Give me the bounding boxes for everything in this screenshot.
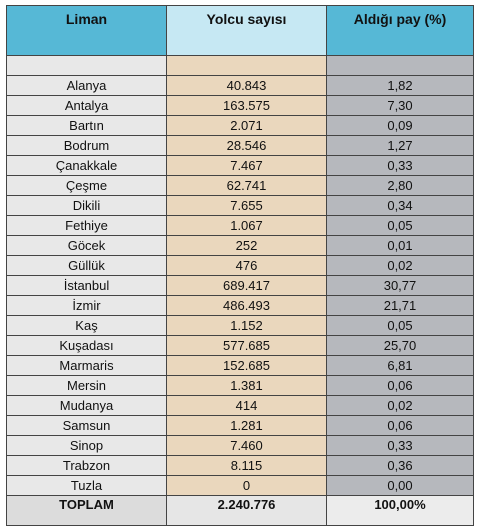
port-cell: Mudanya <box>6 395 167 416</box>
spacer-row <box>6 55 474 76</box>
port-cell: İstanbul <box>6 275 167 296</box>
port-cell: Bodrum <box>6 135 167 156</box>
share-cell: 0,09 <box>326 115 474 136</box>
table-row: Alanya 40.843 1,82 <box>6 75 474 96</box>
share-cell: 0,05 <box>326 315 474 336</box>
share-cell: 0,06 <box>326 415 474 436</box>
share-cell: 0,33 <box>326 435 474 456</box>
share-cell: 2,80 <box>326 175 474 196</box>
port-cell: Fethiye <box>6 215 167 236</box>
total-share: 100,00% <box>326 495 474 526</box>
port-cell: İzmir <box>6 295 167 316</box>
passengers-cell: 252 <box>166 235 327 256</box>
passengers-cell: 8.115 <box>166 455 327 476</box>
passengers-cell: 414 <box>166 395 327 416</box>
share-cell: 30,77 <box>326 275 474 296</box>
share-cell: 0,02 <box>326 395 474 416</box>
table-row: Güllük 476 0,02 <box>6 255 474 276</box>
passengers-cell: 577.685 <box>166 335 327 356</box>
table-row: Bodrum 28.546 1,27 <box>6 135 474 156</box>
passengers-cell: 0 <box>166 475 327 496</box>
table-row: Samsun 1.281 0,06 <box>6 415 474 436</box>
port-cell: Marmaris <box>6 355 167 376</box>
share-cell: 6,81 <box>326 355 474 376</box>
passengers-cell: 689.417 <box>166 275 327 296</box>
port-cell: Tuzla <box>6 475 167 496</box>
header-row: Liman Yolcu sayısı Aldığı pay (%) <box>6 5 474 56</box>
passengers-cell: 1.152 <box>166 315 327 336</box>
port-cell: Sinop <box>6 435 167 456</box>
table-row: Kuşadası 577.685 25,70 <box>6 335 474 356</box>
passengers-cell: 486.493 <box>166 295 327 316</box>
share-cell: 25,70 <box>326 335 474 356</box>
share-cell: 0,34 <box>326 195 474 216</box>
table-row: İstanbul 689.417 30,77 <box>6 275 474 296</box>
total-passengers: 2.240.776 <box>166 495 327 526</box>
table-row: Antalya 163.575 7,30 <box>6 95 474 116</box>
passengers-cell: 62.741 <box>166 175 327 196</box>
port-cell: Çanakkale <box>6 155 167 176</box>
port-cell: Trabzon <box>6 455 167 476</box>
total-label: TOPLAM <box>6 495 167 526</box>
share-cell: 7,30 <box>326 95 474 116</box>
passengers-cell: 7.467 <box>166 155 327 176</box>
port-cell: Alanya <box>6 75 167 96</box>
table-row: Mudanya 414 0,02 <box>6 395 474 416</box>
port-cell: Dikili <box>6 195 167 216</box>
spacer-cell <box>166 55 327 76</box>
port-passenger-table: Liman Yolcu sayısı Aldığı pay (%) Alanya… <box>6 5 474 526</box>
passengers-cell: 40.843 <box>166 75 327 96</box>
table-row: Çeşme 62.741 2,80 <box>6 175 474 196</box>
share-cell: 0,06 <box>326 375 474 396</box>
port-cell: Çeşme <box>6 175 167 196</box>
header-passengers: Yolcu sayısı <box>166 5 327 56</box>
passengers-cell: 1.067 <box>166 215 327 236</box>
share-cell: 0,05 <box>326 215 474 236</box>
table-row: Bartın 2.071 0,09 <box>6 115 474 136</box>
port-cell: Güllük <box>6 255 167 276</box>
share-cell: 0,02 <box>326 255 474 276</box>
table-row: Çanakkale 7.467 0,33 <box>6 155 474 176</box>
table-row: Mersin 1.381 0,06 <box>6 375 474 396</box>
spacer-cell <box>326 55 474 76</box>
share-cell: 21,71 <box>326 295 474 316</box>
passengers-cell: 163.575 <box>166 95 327 116</box>
passengers-cell: 476 <box>166 255 327 276</box>
table-body: Alanya 40.843 1,82 Antalya 163.575 7,30 Bartın… <box>6 55 474 496</box>
total-row: TOPLAM 2.240.776 100,00% <box>6 495 474 526</box>
table-row: Trabzon 8.115 0,36 <box>6 455 474 476</box>
share-cell: 0,00 <box>326 475 474 496</box>
table-row: Kaş 1.152 0,05 <box>6 315 474 336</box>
port-cell: Mersin <box>6 375 167 396</box>
port-cell: Göcek <box>6 235 167 256</box>
table-row: Marmaris 152.685 6,81 <box>6 355 474 376</box>
passengers-cell: 1.381 <box>166 375 327 396</box>
passengers-cell: 7.460 <box>166 435 327 456</box>
port-cell: Antalya <box>6 95 167 116</box>
table-row: Sinop 7.460 0,33 <box>6 435 474 456</box>
port-cell: Samsun <box>6 415 167 436</box>
port-cell: Kaş <box>6 315 167 336</box>
share-cell: 0,36 <box>326 455 474 476</box>
table-row: Göcek 252 0,01 <box>6 235 474 256</box>
table-row: Dikili 7.655 0,34 <box>6 195 474 216</box>
port-cell: Bartın <box>6 115 167 136</box>
header-port: Liman <box>6 5 167 56</box>
share-cell: 0,33 <box>326 155 474 176</box>
header-share: Aldığı pay (%) <box>326 5 474 56</box>
passengers-cell: 7.655 <box>166 195 327 216</box>
port-cell: Kuşadası <box>6 335 167 356</box>
table-row: İzmir 486.493 21,71 <box>6 295 474 316</box>
passengers-cell: 152.685 <box>166 355 327 376</box>
share-cell: 1,27 <box>326 135 474 156</box>
share-cell: 0,01 <box>326 235 474 256</box>
passengers-cell: 28.546 <box>166 135 327 156</box>
spacer-cell <box>6 55 167 76</box>
table-row: Fethiye 1.067 0,05 <box>6 215 474 236</box>
passengers-cell: 2.071 <box>166 115 327 136</box>
share-cell: 1,82 <box>326 75 474 96</box>
table-row: Tuzla 0 0,00 <box>6 475 474 496</box>
passengers-cell: 1.281 <box>166 415 327 436</box>
